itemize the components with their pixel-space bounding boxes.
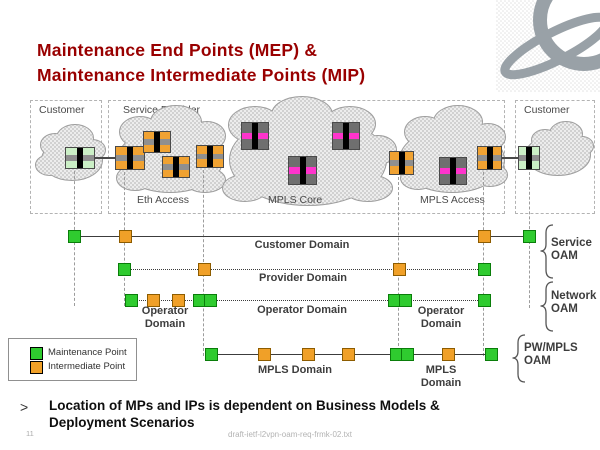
cloud-label-mpls-core: MPLS Core: [268, 194, 323, 206]
intermediate-point-square: [393, 263, 406, 276]
domain-line-operator-domains: [131, 300, 484, 301]
intermediate-point-square: [119, 230, 132, 243]
device-center-bar: [173, 157, 179, 177]
oam-label: PW/MPLS OAM: [524, 342, 578, 367]
intermediate-point-square: [442, 348, 455, 361]
document-name: draft-ietf-l2vpn-oam-req-frmk-02.txt: [228, 430, 353, 439]
intermediate-point-square: [478, 230, 491, 243]
device-center-bar: [77, 148, 83, 168]
oam-label: Network OAM: [551, 290, 597, 315]
domain-label: MPLS Domain: [258, 364, 332, 376]
network-device-orange: [196, 145, 224, 168]
globe-swoosh: [500, 12, 600, 80]
device-center-bar: [398, 152, 405, 174]
domain-line-provider-domain: [124, 269, 484, 270]
intermediate-point-square: [258, 348, 271, 361]
maintenance-point-square: [68, 230, 81, 243]
intermediate-point-square: [342, 348, 355, 361]
domain-label: Operator Domain: [257, 304, 347, 316]
title-line-1: Maintenance End Points (MEP) &: [37, 40, 318, 60]
cloud-label-eth-access: Eth Access: [137, 194, 189, 206]
page-title: Maintenance End Points (MEP) & Maintenan…: [37, 38, 365, 88]
network-device-green: [518, 146, 540, 170]
oam-brace: [540, 224, 554, 279]
network-device-orange: [115, 146, 145, 170]
domain-label: Operator Domain: [417, 305, 465, 330]
device-center-bar: [343, 123, 349, 149]
oam-label: Service OAM: [551, 237, 592, 262]
legend-intermediate-point-swatch: [30, 361, 43, 374]
oam-brace: [540, 281, 554, 332]
page-number: 11: [26, 429, 34, 438]
network-device-magenta: [439, 157, 467, 185]
domain-line-customer-domain: [75, 236, 529, 237]
network-device-orange: [477, 146, 502, 170]
maintenance-point-square: [401, 348, 414, 361]
legend-box: Maintenance Point Intermediate Point: [8, 338, 137, 381]
maintenance-point-square: [204, 294, 217, 307]
region-label-customer-left: Customer: [39, 104, 85, 116]
globe-logo-icon: [496, 0, 600, 92]
title-line-2: Maintenance Intermediate Points (MIP): [37, 65, 366, 85]
brace-path: [540, 281, 554, 332]
maintenance-point-square: [523, 230, 536, 243]
device-center-bar: [450, 158, 456, 184]
device-center-bar: [252, 123, 258, 149]
maintenance-point-square: [399, 294, 412, 307]
domain-label: Provider Domain: [258, 272, 348, 284]
network-device-orange: [389, 151, 414, 175]
device-connector: [95, 157, 115, 159]
intermediate-point-square: [198, 263, 211, 276]
legend-intermediate-point-label: Intermediate Point: [48, 361, 126, 372]
region-label-service-provider: Service Provider: [123, 104, 201, 116]
brace-path: [512, 334, 526, 383]
device-center-bar: [526, 147, 532, 169]
network-device-magenta: [332, 122, 360, 150]
device-center-bar: [154, 132, 160, 152]
intermediate-point-square: [147, 294, 160, 307]
network-device-orange: [162, 156, 190, 178]
domain-label: Operator Domain: [141, 305, 189, 330]
maintenance-point-square: [478, 263, 491, 276]
maintenance-point-square: [125, 294, 138, 307]
network-device-magenta: [288, 156, 317, 185]
bullet-line-1: Location of MPs and IPs is dependent on …: [49, 398, 440, 413]
bullet-marker: >: [20, 399, 29, 415]
device-center-bar: [207, 146, 213, 167]
legend-maintenance-point-swatch: [30, 347, 43, 360]
maintenance-point-square: [485, 348, 498, 361]
device-center-bar: [127, 147, 133, 169]
legend-maintenance-point-label: Maintenance Point: [48, 347, 127, 358]
network-device-magenta: [241, 122, 269, 150]
intermediate-point-square: [302, 348, 315, 361]
device-center-bar: [299, 157, 306, 184]
bullet-line-2: Deployment Scenarios: [49, 415, 195, 430]
region-label-customer-right: Customer: [524, 104, 570, 116]
domain-label: MPLS Domain: [420, 364, 462, 389]
oam-brace: [512, 334, 526, 383]
network-device-green: [65, 147, 95, 169]
intermediate-point-square: [172, 294, 185, 307]
domain-label: Customer Domain: [254, 239, 350, 251]
brace-path: [540, 224, 554, 279]
cloud-label-mpls-access: MPLS Access: [420, 194, 485, 206]
maintenance-point-square: [478, 294, 491, 307]
bullet-text: Location of MPs and IPs is dependent on …: [49, 397, 529, 431]
maintenance-point-square: [205, 348, 218, 361]
device-center-bar: [486, 147, 493, 169]
maintenance-point-square: [118, 263, 131, 276]
network-device-orange: [143, 131, 171, 153]
device-connector: [502, 157, 518, 159]
